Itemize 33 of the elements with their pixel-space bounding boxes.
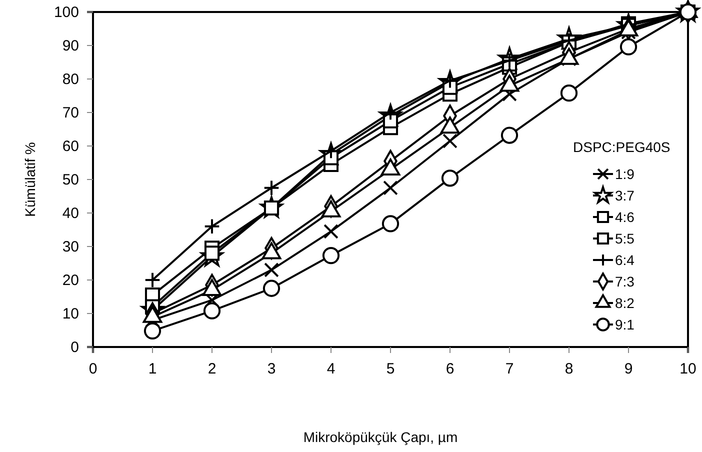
x-tick-label: 7 [505, 360, 514, 378]
y-axis-title: Kümülatif % [22, 142, 38, 217]
legend-label: 5:5 [615, 230, 635, 246]
x-tick-label: 10 [680, 360, 696, 378]
legend-label: 9:1 [615, 316, 635, 332]
y-tick-label: 70 [62, 104, 79, 122]
y-tick-label: 30 [62, 238, 79, 256]
x-tick-label: 0 [88, 360, 98, 378]
x-tick-label: 5 [386, 360, 395, 378]
y-tick-label: 90 [62, 37, 79, 54]
y-tick-label: 0 [70, 338, 79, 356]
y-tick-label: 50 [62, 171, 79, 188]
legend-label: 8:2 [615, 295, 635, 311]
legend-label: 4:6 [615, 209, 635, 225]
x-tick-label: 2 [208, 360, 216, 378]
y-tick-label: 20 [62, 272, 79, 289]
legend-label: 3:7 [615, 188, 635, 204]
y-tick-label: 60 [62, 138, 79, 155]
y-tick-label: 80 [62, 70, 79, 88]
x-tick-label: 4 [326, 360, 336, 378]
legend-label: 7:3 [615, 274, 635, 290]
x-tick-label: 8 [564, 360, 574, 378]
y-tick-label: 40 [62, 204, 79, 222]
x-tick-label: 3 [267, 360, 276, 378]
legend-label: 1:9 [615, 166, 635, 182]
x-tick-label: 1 [148, 360, 157, 378]
legend-label: 6:4 [615, 252, 635, 268]
x-axis-title: Mikroköpükçük Çapı, µm [303, 429, 458, 445]
y-tick-label: 100 [54, 4, 79, 21]
x-tick-label: 6 [446, 360, 454, 378]
legend-title: DSPC:PEG40S [573, 139, 670, 155]
x-tick-label: 9 [624, 360, 633, 378]
y-tick-label: 10 [62, 305, 79, 322]
